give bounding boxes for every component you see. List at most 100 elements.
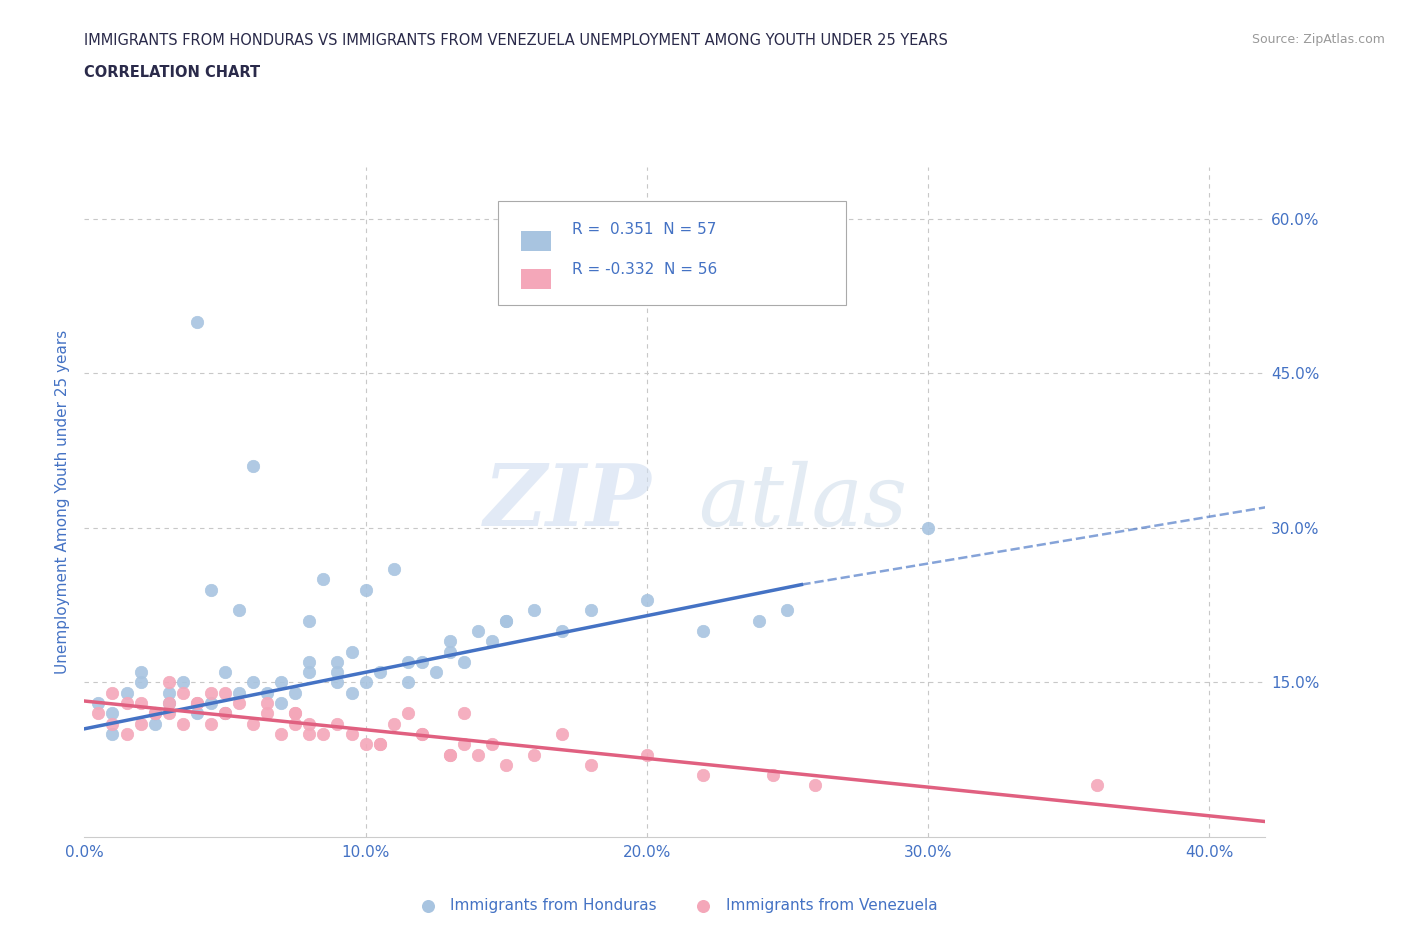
Point (284, 706, 307, 721)
Point (143, 706, 166, 721)
Point (917, 521, 939, 536)
Point (495, 613, 517, 628)
Text: CORRELATION CHART: CORRELATION CHART (84, 65, 260, 80)
Point (425, 665, 447, 680)
Point (242, 675, 264, 690)
Point (242, 458, 264, 473)
Point (228, 603, 250, 618)
Point (551, 726, 574, 741)
Point (129, 716, 152, 731)
Point (411, 726, 433, 741)
Point (284, 706, 307, 721)
Point (298, 726, 321, 741)
Point (692, 768, 714, 783)
Point (579, 757, 602, 772)
Point (270, 696, 292, 711)
Point (298, 716, 321, 731)
Point (354, 737, 377, 751)
Point (143, 716, 166, 731)
Text: R =  0.351  N = 57: R = 0.351 N = 57 (572, 222, 717, 237)
Point (453, 737, 475, 751)
Point (172, 675, 194, 690)
Point (636, 592, 658, 607)
Point (748, 613, 770, 628)
Point (298, 655, 321, 670)
Y-axis label: Unemployment Among Youth under 25 years: Unemployment Among Youth under 25 years (55, 330, 70, 674)
Point (200, 696, 222, 711)
Point (228, 685, 250, 700)
Point (256, 706, 278, 721)
Point (551, 623, 574, 638)
Point (354, 582, 377, 597)
Point (340, 644, 363, 659)
Point (172, 716, 194, 731)
Point (115, 696, 138, 711)
Point (368, 665, 391, 680)
Point (129, 665, 152, 680)
Point (200, 685, 222, 700)
Point (143, 706, 166, 721)
Text: atlas: atlas (699, 461, 908, 543)
Point (284, 685, 307, 700)
Point (157, 696, 180, 711)
Point (481, 634, 503, 649)
Point (411, 726, 433, 741)
Point (467, 747, 489, 762)
Point (326, 716, 349, 731)
Point (382, 716, 405, 731)
Text: R = -0.332  N = 56: R = -0.332 N = 56 (572, 261, 717, 277)
Point (101, 726, 124, 741)
Point (87, 696, 110, 711)
Point (382, 562, 405, 577)
Point (326, 655, 349, 670)
Point (101, 685, 124, 700)
Point (214, 685, 236, 700)
Point (129, 696, 152, 711)
Point (214, 706, 236, 721)
Point (439, 644, 461, 659)
Point (143, 706, 166, 721)
Point (439, 747, 461, 762)
Point (200, 716, 222, 731)
Point (115, 685, 138, 700)
Point (636, 747, 658, 762)
Point (214, 665, 236, 680)
Legend: Immigrants from Honduras, Immigrants from Venezuela: Immigrants from Honduras, Immigrants fro… (406, 892, 943, 919)
Point (368, 737, 391, 751)
Point (579, 603, 602, 618)
Point (523, 603, 546, 618)
Point (439, 634, 461, 649)
Point (523, 747, 546, 762)
Point (172, 685, 194, 700)
Point (157, 685, 180, 700)
Point (804, 778, 827, 793)
Point (453, 706, 475, 721)
Point (101, 706, 124, 721)
Point (214, 706, 236, 721)
Point (298, 665, 321, 680)
Point (411, 655, 433, 670)
Point (340, 685, 363, 700)
Point (270, 675, 292, 690)
Point (256, 696, 278, 711)
Point (467, 623, 489, 638)
FancyBboxPatch shape (522, 269, 551, 289)
Point (439, 747, 461, 762)
Point (186, 706, 208, 721)
Point (186, 314, 208, 329)
Point (354, 675, 377, 690)
Point (692, 623, 714, 638)
Point (396, 655, 419, 670)
Point (1085, 778, 1108, 793)
Point (270, 726, 292, 741)
Point (495, 613, 517, 628)
Point (368, 737, 391, 751)
FancyBboxPatch shape (498, 201, 846, 305)
Point (242, 716, 264, 731)
Point (157, 675, 180, 690)
Point (214, 706, 236, 721)
Point (200, 582, 222, 597)
Point (129, 675, 152, 690)
Point (495, 757, 517, 772)
Point (396, 706, 419, 721)
